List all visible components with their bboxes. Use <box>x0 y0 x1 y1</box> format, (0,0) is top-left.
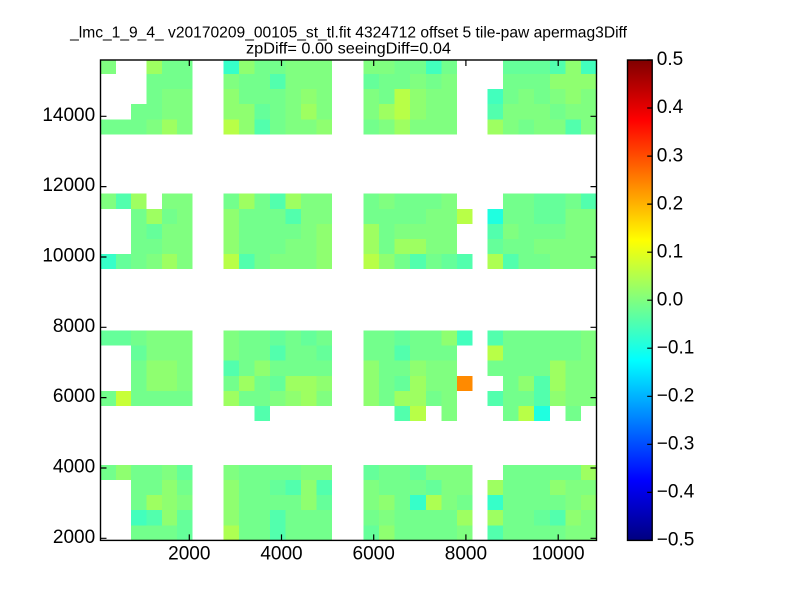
svg-text:6000: 6000 <box>353 544 395 565</box>
svg-text:0.3: 0.3 <box>657 145 683 166</box>
svg-text:−0.4: −0.4 <box>657 482 695 503</box>
svg-text:0.2: 0.2 <box>657 193 683 214</box>
svg-text:12000: 12000 <box>42 175 95 196</box>
svg-text:4000: 4000 <box>53 457 95 478</box>
svg-text:0.5: 0.5 <box>657 49 683 70</box>
svg-text:14000: 14000 <box>42 105 95 126</box>
svg-text:10000: 10000 <box>532 544 585 565</box>
svg-text:0.1: 0.1 <box>657 241 683 262</box>
svg-text:0.0: 0.0 <box>657 289 683 310</box>
svg-text:−0.3: −0.3 <box>657 434 695 455</box>
svg-text:2000: 2000 <box>168 544 210 565</box>
svg-text:8000: 8000 <box>445 544 487 565</box>
svg-text:4000: 4000 <box>260 544 302 565</box>
svg-text:_lmc_1_9_4_ v20170209_00105_st: _lmc_1_9_4_ v20170209_00105_st_tl.fit 43… <box>69 24 628 41</box>
svg-text:−0.2: −0.2 <box>657 386 695 407</box>
svg-text:6000: 6000 <box>53 386 95 407</box>
svg-text:zpDiff= 0.00 seeingDiff=0.04: zpDiff= 0.00 seeingDiff=0.04 <box>246 40 451 57</box>
svg-text:−0.1: −0.1 <box>657 337 695 358</box>
svg-text:8000: 8000 <box>53 316 95 337</box>
svg-text:0.4: 0.4 <box>657 97 684 118</box>
svg-text:10000: 10000 <box>42 246 95 267</box>
svg-text:2000: 2000 <box>53 527 95 548</box>
svg-text:−0.5: −0.5 <box>657 530 695 551</box>
